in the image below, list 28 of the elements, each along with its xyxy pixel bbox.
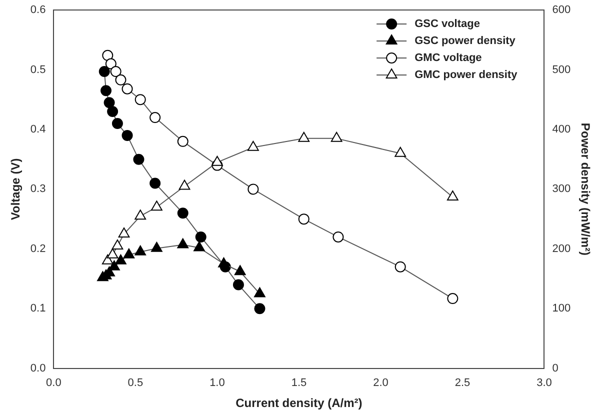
x-tick-label: 1.5: [291, 377, 307, 390]
y-tick-label: 0.0: [30, 362, 46, 374]
x-tick-label: 3.0: [536, 377, 552, 390]
y2-tick-label: 300: [552, 183, 571, 196]
legend-label: GSC voltage: [414, 18, 480, 30]
y-tick-label: 0.6: [30, 4, 46, 16]
x-tick-label: 2.5: [454, 377, 470, 390]
y2-tick-label: 100: [552, 302, 571, 315]
legend-label: GMC voltage: [414, 52, 482, 64]
y-tick-label: 0.5: [30, 64, 46, 76]
x-tick-label: 0.0: [46, 377, 62, 390]
y-axis-title: Voltage (V): [8, 158, 23, 220]
y-tick-label: 0.4: [30, 124, 46, 136]
legend-label: GSC power density: [414, 35, 516, 48]
x-tick-label: 0.5: [128, 377, 144, 390]
y2-tick-label: 500: [552, 64, 571, 76]
y-tick-label: 0.1: [30, 302, 46, 315]
y-tick-label: 0.3: [30, 183, 46, 196]
y2-tick-label: 600: [552, 4, 571, 16]
legend-label: GMC power density: [414, 69, 518, 82]
y2-tick-label: 200: [552, 242, 571, 255]
y-tick-label: 0.2: [30, 242, 46, 255]
x-tick-label: 1.0: [210, 377, 225, 390]
y2-tick-label: 0: [552, 362, 558, 374]
y2-axis-title: Power density (mW/m²): [578, 122, 592, 256]
x-axis-title: Current density (A/m²): [236, 396, 362, 410]
y2-tick-label: 400: [552, 124, 571, 136]
x-tick-label: 2.0: [373, 377, 388, 390]
